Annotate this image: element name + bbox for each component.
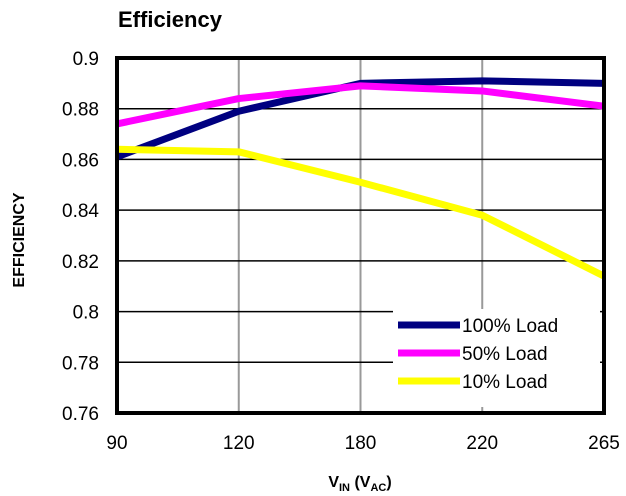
legend-label: 100% Load xyxy=(462,316,558,337)
x-tick-label: 90 xyxy=(106,433,127,454)
legend-label: 10% Load xyxy=(462,372,548,393)
series-lines xyxy=(115,77,606,280)
series-line xyxy=(116,145,606,280)
y-tick-label: 0.76 xyxy=(62,404,99,425)
x-tick-label: 120 xyxy=(223,433,255,454)
y-axis-label: EFFICIENCY xyxy=(11,192,28,287)
legend-label: 50% Load xyxy=(462,344,548,365)
x-tick-label: 220 xyxy=(466,433,498,454)
y-tick-label: 0.78 xyxy=(62,353,99,374)
y-tick-label: 0.82 xyxy=(62,252,99,273)
plot-border xyxy=(115,56,606,415)
x-tick-labels: 90 120 180 220 265 xyxy=(106,433,619,454)
series-line xyxy=(116,82,605,128)
x-tick-label: 180 xyxy=(345,433,377,454)
x-axis-label: VIN (VAC) xyxy=(328,474,391,494)
legend: 100% Load 50% Load 10% Load xyxy=(393,309,600,407)
y-tick-label: 0.88 xyxy=(62,100,99,121)
y-tick-label: 0.84 xyxy=(62,201,99,222)
y-tick-label: 0.86 xyxy=(62,150,99,171)
y-tick-label: 0.9 xyxy=(73,49,99,70)
x-tick-label: 265 xyxy=(588,433,620,454)
chart-title: Efficiency xyxy=(118,7,223,32)
y-tick-label: 0.8 xyxy=(73,303,99,324)
y-tick-labels: 0.9 0.88 0.86 0.84 0.82 0.8 0.78 0.76 xyxy=(62,49,99,425)
